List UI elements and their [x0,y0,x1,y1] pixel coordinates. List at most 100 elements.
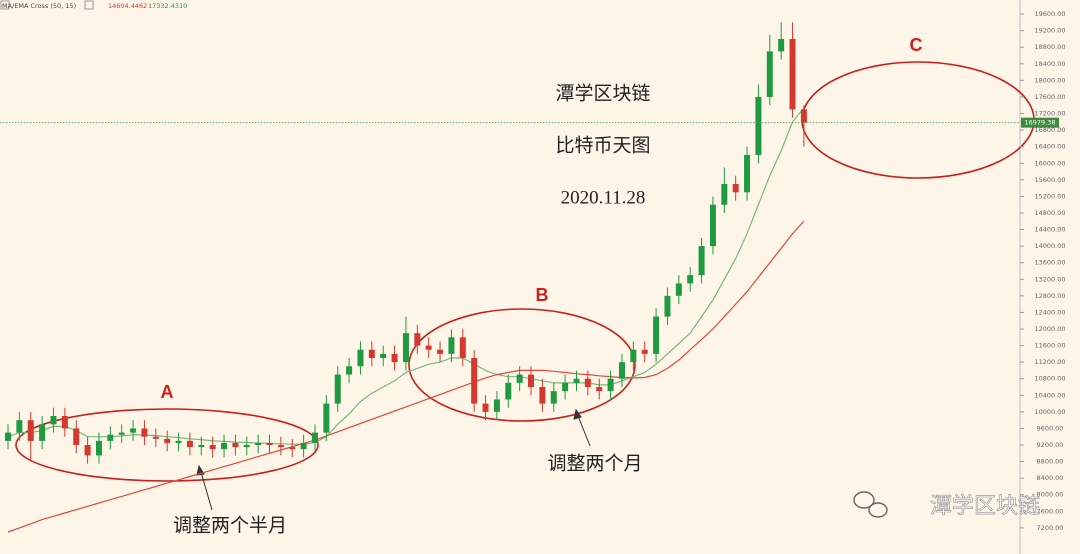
arrow [577,415,591,447]
y-tick-label: 8800.00 [1037,458,1064,466]
candle-body [664,295,671,317]
candle-body [61,416,68,429]
y-tick-label: 8000.00 [1037,491,1064,499]
indicator-box [84,0,94,10]
y-tick-label: 18400.00 [1034,60,1065,68]
y-tick-label: 16800.00 [1034,126,1065,134]
candle-body [596,387,603,392]
y-tick-label: 16000.00 [1034,159,1065,167]
indicator-box [0,0,10,10]
candle-body [618,362,625,379]
annotation: C [910,35,923,55]
candle-body [175,440,182,443]
candle-body [391,353,398,363]
annotation: 调整两个月 [547,452,642,474]
candle-body [357,349,364,367]
candle-body [584,378,591,388]
candle-body [300,442,307,450]
candle-body [368,349,375,359]
y-tick-label: 17600.00 [1034,93,1065,101]
y-tick-label: 10000.00 [1034,408,1065,416]
candle-body [425,345,432,350]
ellipse-a [15,408,319,482]
annotation: 2020.11.28 [561,187,646,208]
y-tick-label: 19200.00 [1034,27,1065,35]
y-tick-label: 11600.00 [1034,342,1065,350]
candle-body [289,447,296,450]
y-tick-label: 7200.00 [1037,524,1064,532]
y-tick-label: 15200.00 [1034,192,1065,200]
candle-body [687,275,694,284]
candle-body [778,38,785,52]
icon-bubble [868,502,888,518]
candle-body [311,432,318,443]
y-tick-label: 9200.00 [1037,441,1064,449]
candle-body [107,434,114,441]
candle-body [766,51,773,97]
candle-body [323,403,330,433]
annotation: B [536,285,549,305]
y-tick-label: 8400.00 [1037,474,1064,482]
last-price-label: 16979.38 [1024,119,1055,127]
candle-body [186,440,193,448]
candle-body [255,442,262,446]
y-tick-label: 10400.00 [1034,391,1065,399]
y-tick-label: 17200.00 [1034,110,1065,118]
arrow-head [573,408,582,420]
y-tick-label: 14800.00 [1034,209,1065,217]
y-tick-label: 18000.00 [1034,76,1065,84]
y-tick-label: 19600.00 [1034,10,1065,18]
moving-average-line [7,220,805,533]
candle-body [789,38,796,110]
y-tick-label: 13200.00 [1034,275,1065,283]
candle-body [482,403,489,412]
annotation: 比特币天图 [555,134,650,156]
annotation: 调整两个半月 [173,514,287,536]
candle-body [505,382,512,400]
candle-body [402,333,409,363]
candle-body [414,333,421,346]
candle-body [243,445,250,448]
arrow [200,471,213,511]
candle-body [118,432,125,435]
candle-body [516,374,523,383]
watermark: 潭学区块链 [930,494,1040,519]
indicator-label: MA/EMA Cross (50, 15) [2,2,76,10]
candle-body [448,337,455,354]
candles [5,22,807,464]
candle-body [573,378,580,383]
candle-body [346,366,353,375]
candle-body [334,374,341,404]
indicator-value: 17332.4310 [148,2,187,10]
candle-body [744,154,751,193]
candle-body [630,349,637,363]
candle-body [539,387,546,404]
candle-body [709,204,716,247]
indicator-value: 14604.4462 [108,2,147,10]
candle-body [653,316,660,354]
candle-body [380,353,387,359]
candle-body [641,349,648,354]
candle-body [562,382,569,392]
candle-body [141,428,148,437]
y-tick-label: 13600.00 [1034,259,1065,267]
candle-body [459,337,466,359]
candle-body [277,445,284,448]
candle-body [198,445,205,448]
candle-body [550,391,557,404]
candle-body [130,428,137,433]
candle-body [528,374,535,388]
candle-body [39,424,46,441]
annotation: A [161,382,174,402]
y-tick-label: 18800.00 [1034,43,1065,51]
candle-body [73,428,80,446]
candle-body [84,445,91,456]
candle-body [152,436,159,439]
y-tick-label: 10800.00 [1034,375,1065,383]
candle-body [266,442,273,446]
candle-body [209,445,216,450]
candle-body [95,440,102,456]
last-price-box [1021,117,1059,128]
y-tick-label: 7600.00 [1037,507,1064,515]
